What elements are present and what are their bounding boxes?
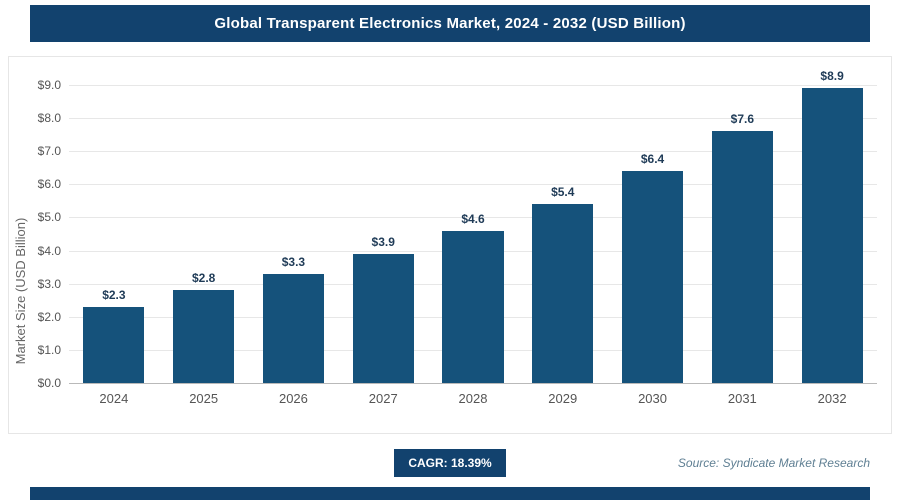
y-tick-label: $5.0 (37, 210, 61, 225)
bar-value-label: $3.9 (371, 234, 395, 249)
x-tick-label: 2026 (278, 391, 308, 406)
bottom-bar (30, 487, 870, 500)
source-text: Source: Syndicate Market Research (677, 456, 870, 470)
bar (83, 306, 145, 383)
x-tick-label: 2024 (99, 391, 129, 406)
x-tick-label: 2030 (638, 391, 667, 406)
chart-title-bar: Global Transparent Electronics Market, 2… (30, 5, 870, 42)
bar-slot: $5.4 (518, 185, 608, 383)
bar (352, 253, 414, 383)
bar-slot: $6.4 (608, 152, 698, 383)
plot-area: $0.0 $1.0 $2.0 $3.0 $4.0 $5.0 $6.0 $7.0 $8.0 $9.0… (38, 69, 877, 390)
y-tick-label: $0.0 (37, 376, 61, 390)
y-tick-label: $3.0 (37, 276, 61, 291)
bar-slot: $8.9 (787, 69, 877, 383)
bar (262, 273, 324, 383)
bar-value-label: $3.3 (281, 254, 306, 269)
x-tick-label: 2028 (458, 391, 488, 406)
x-tick-label: 2029 (548, 391, 578, 406)
bar-slot: $3.9 (338, 235, 428, 383)
bar (711, 131, 773, 383)
chart-panel: Market Size (USD Billion) $0.0 $1.0 $2.0 $3… (8, 56, 892, 434)
bar-slot: $4.6 (428, 212, 518, 383)
bar (173, 290, 235, 383)
bar-value-label: $6.4 (640, 152, 665, 167)
gridline (69, 118, 877, 120)
bar (532, 204, 594, 383)
gridline (69, 217, 877, 219)
bar-value-label: $5.4 (551, 185, 575, 200)
footer-row: CAGR: 18.39% Source: Syndicate Market Re… (0, 446, 900, 480)
cagr-label: CAGR: 18.39% (408, 456, 492, 470)
bar-slot: $2.3 (69, 288, 159, 383)
cagr-badge: CAGR: 18.39% (394, 449, 506, 477)
bar-slot: $7.6 (697, 112, 787, 383)
bar (622, 171, 684, 383)
y-tick-label: $8.0 (37, 111, 61, 126)
gridline (69, 184, 877, 186)
y-tick-label: $7.0 (37, 144, 61, 159)
x-tick-label: 2027 (368, 391, 398, 406)
x-tick-label: 2025 (189, 391, 219, 406)
bar-value-label: $4.6 (461, 211, 485, 226)
bar-slot: $3.3 (249, 255, 339, 383)
bar-slot: $2.8 (159, 271, 249, 383)
chart-title: Global Transparent Electronics Market, 2… (214, 15, 686, 32)
bar (442, 230, 504, 383)
y-tick-label: $4.0 (37, 243, 61, 258)
gridline (69, 85, 877, 86)
y-tick-label: $1.0 (37, 342, 61, 357)
bar-value-label: $2.8 (191, 271, 216, 286)
x-axis-labels: 2024 2025 2026 2027 2028 2029 2030 2031 2032 (69, 387, 877, 409)
bar-value-label: $7.6 (730, 112, 754, 127)
y-tick-label: $9.0 (37, 78, 61, 92)
gridline (69, 151, 877, 153)
bar-value-label: $2.3 (102, 287, 126, 302)
x-tick-label: 2031 (727, 391, 757, 406)
y-tick-label: $6.0 (37, 177, 61, 192)
x-tick-label: 2032 (817, 391, 847, 406)
y-tick-label: $2.0 (37, 309, 61, 324)
bar (801, 88, 863, 383)
bar-value-label: $8.9 (820, 69, 844, 84)
